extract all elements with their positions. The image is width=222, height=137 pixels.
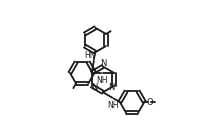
- Text: N: N: [91, 83, 98, 92]
- Text: NH: NH: [107, 101, 119, 110]
- Text: N: N: [108, 83, 114, 92]
- Text: HN: HN: [85, 51, 96, 60]
- Text: N: N: [100, 59, 106, 68]
- Text: O: O: [146, 98, 153, 107]
- Text: NH: NH: [97, 76, 108, 85]
